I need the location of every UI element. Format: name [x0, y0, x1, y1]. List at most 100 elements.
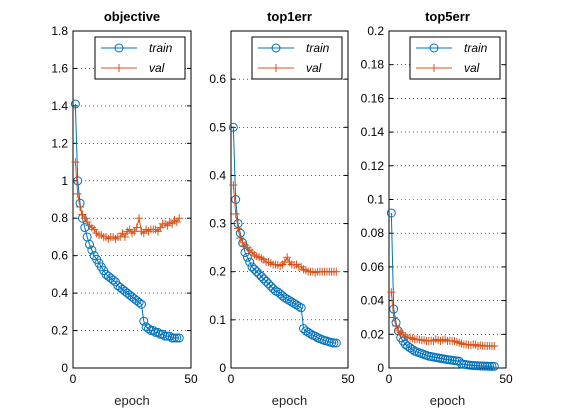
data-point-val	[76, 202, 85, 211]
objective-chart: 0 0.2 0.4 0.6 0.8 1 1.2 1.4 1.6 1.8 0 50 objective ep…	[51, 9, 198, 408]
y-tick-label: 0	[61, 361, 68, 375]
data-point-val	[283, 253, 292, 262]
x-tick-label: 0	[70, 372, 77, 386]
data-point-train	[480, 361, 490, 371]
chart-title: top1err	[267, 9, 312, 24]
series-val	[71, 158, 184, 243]
data-point-train	[155, 329, 165, 339]
top5err-chart: 0 0.02 0.04 0.06 0.08 0.1 0.12 0.14 0.16 0.18 0.2 0…	[361, 9, 513, 408]
data-point-train	[231, 195, 241, 204]
y-tick-label: 0.16	[361, 91, 385, 105]
data-point-train	[287, 297, 297, 307]
legend-entry-train: train	[258, 41, 330, 55]
data-point-train	[160, 331, 170, 341]
y-tick-label: 0.6	[51, 249, 68, 263]
legend-label: train	[464, 41, 488, 55]
y-tick-label: 0.06	[361, 260, 385, 274]
data-point-val	[73, 189, 82, 198]
data-point-train	[151, 327, 161, 337]
y-tick-label: 0.02	[361, 327, 385, 341]
y-tick-label: 1.8	[51, 24, 68, 38]
data-point-train	[158, 329, 168, 339]
x-tick-label: 50	[184, 372, 198, 386]
chart-title: top5err	[425, 9, 470, 24]
data-point-train	[329, 338, 339, 348]
legend: train val	[251, 36, 343, 80]
y-tick-label: 0.08	[361, 226, 385, 240]
legend-marker	[429, 43, 439, 53]
y-tick-label: 0.4	[51, 286, 68, 300]
data-point-val	[175, 214, 184, 223]
data-point-train	[331, 338, 341, 348]
data-point-train	[242, 252, 252, 262]
data-point-train	[386, 208, 396, 218]
series-val	[229, 181, 341, 277]
legend-marker	[271, 43, 281, 53]
data-point-val	[234, 224, 243, 233]
data-point-train	[400, 339, 410, 349]
y-tick-label: 0.2	[367, 24, 384, 38]
data-point-val	[229, 181, 238, 190]
legend-label: train	[149, 41, 173, 55]
y-tick-label: 0	[377, 361, 384, 375]
data-point-val	[231, 209, 240, 218]
y-tick-label: 0.2	[209, 265, 226, 279]
y-tick-label: 0.18	[361, 58, 385, 72]
data-point-train	[247, 262, 257, 272]
legend-label: train	[306, 41, 330, 55]
series-val	[387, 288, 499, 351]
data-point-train	[475, 361, 485, 371]
x-tick-label: 50	[341, 372, 355, 386]
data-point-train	[70, 99, 80, 109]
y-tick-label: 0.1	[209, 313, 226, 327]
data-point-train	[146, 326, 156, 336]
y-tick-label: 0.8	[51, 211, 68, 225]
legend-label: val	[464, 61, 480, 75]
data-point-train	[310, 331, 320, 341]
plot-area	[72, 30, 192, 369]
y-tick-label: 0.14	[361, 125, 385, 139]
x-axis-label: epoch	[430, 393, 465, 408]
y-tick-label: 0.3	[209, 217, 226, 231]
data-point-train	[169, 333, 179, 343]
data-point-val	[236, 234, 245, 243]
data-point-train	[296, 303, 306, 313]
legend-marker	[272, 64, 280, 72]
data-point-train	[254, 269, 264, 279]
x-tick-label: 0	[228, 372, 235, 386]
data-point-val	[392, 321, 401, 330]
y-tick-label: 0.6	[209, 72, 226, 86]
top1err-chart: 0 0.1 0.2 0.3 0.4 0.5 0.6 0 50 top1err epoch train v…	[209, 9, 355, 408]
data-point-train	[301, 326, 311, 336]
data-point-train	[303, 327, 313, 337]
data-point-train	[403, 341, 413, 351]
y-tick-label: 0.04	[361, 294, 385, 308]
data-point-train	[172, 333, 182, 343]
data-point-train	[289, 298, 299, 308]
data-point-train	[85, 239, 95, 249]
y-tick-label: 1	[61, 174, 68, 188]
legend: train val	[94, 36, 186, 80]
legend-box	[251, 36, 343, 80]
x-axis-label: epoch	[114, 393, 149, 408]
data-point-val	[490, 342, 499, 351]
data-point-val	[387, 288, 396, 297]
data-point-train	[134, 297, 144, 307]
data-point-val	[389, 313, 398, 322]
data-point-train	[485, 361, 495, 371]
data-point-val	[332, 267, 341, 276]
data-point-train	[136, 299, 146, 309]
y-tick-label: 1.4	[51, 99, 68, 113]
data-point-train	[256, 272, 266, 282]
data-point-train	[280, 293, 290, 303]
legend-entry-val: val	[101, 61, 165, 75]
data-point-train	[165, 331, 175, 341]
data-point-train	[261, 276, 271, 286]
data-point-train	[285, 296, 294, 306]
data-point-val	[135, 214, 144, 223]
chart-title: objective	[104, 9, 160, 24]
y-tick-label: 0.12	[361, 159, 385, 173]
data-point-train	[405, 343, 415, 353]
data-point-train	[167, 333, 177, 343]
data-point-train	[294, 301, 304, 311]
